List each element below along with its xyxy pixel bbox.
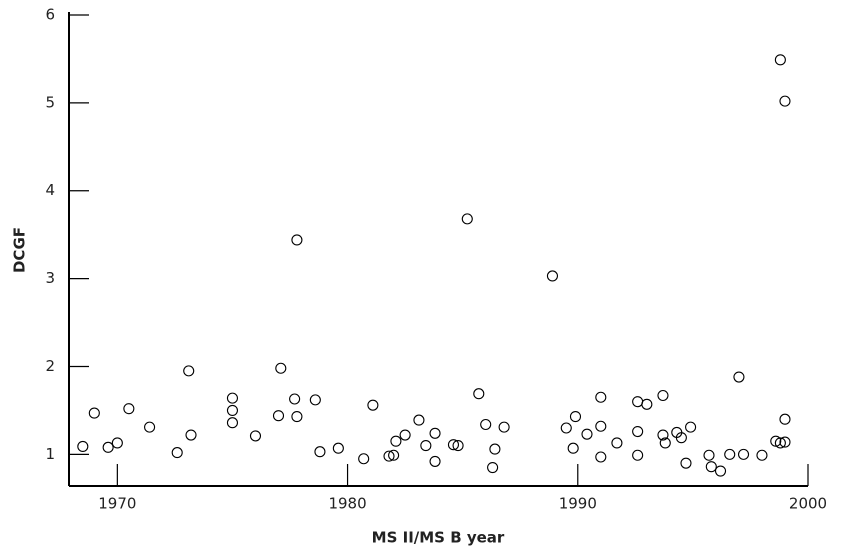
- point: [291, 411, 303, 423]
- point: [388, 449, 400, 461]
- y-tick-label: 5: [45, 93, 55, 111]
- point: [429, 427, 441, 439]
- point: [111, 437, 123, 449]
- point: [632, 425, 644, 438]
- y-tick-label: 3: [45, 269, 55, 287]
- point: [144, 421, 156, 433]
- point: [632, 449, 644, 461]
- point: [390, 435, 402, 447]
- point: [498, 421, 510, 433]
- point: [185, 429, 197, 441]
- y-axis-label: DCGF: [11, 227, 29, 273]
- x-axis-label: MS II/MS B year: [372, 529, 505, 547]
- y-tick-label: 1: [45, 445, 55, 463]
- point: [685, 421, 697, 433]
- point: [675, 432, 687, 444]
- point: [226, 392, 239, 404]
- point: [420, 440, 432, 452]
- point: [123, 403, 135, 415]
- point: [724, 448, 736, 460]
- point: [546, 270, 559, 282]
- point: [461, 213, 473, 225]
- point: [714, 465, 727, 477]
- point: [332, 442, 344, 454]
- point: [183, 365, 195, 377]
- point: [473, 388, 485, 400]
- point: [88, 407, 100, 419]
- point: [595, 451, 607, 463]
- point: [595, 391, 607, 403]
- point: [413, 414, 425, 426]
- point: [171, 447, 183, 459]
- point: [657, 429, 669, 441]
- point: [77, 440, 89, 453]
- point: [779, 436, 791, 448]
- point: [567, 442, 579, 454]
- y-tick-label: 4: [45, 181, 55, 199]
- point: [480, 418, 492, 431]
- y-tick-label: 6: [45, 6, 55, 24]
- point: [399, 429, 411, 441]
- point: [774, 437, 786, 449]
- point: [226, 417, 239, 429]
- point: [275, 362, 287, 374]
- point: [429, 455, 441, 467]
- point: [703, 449, 715, 461]
- point: [560, 422, 572, 434]
- point: [779, 95, 791, 107]
- point: [569, 411, 582, 423]
- x-tick-label: 2000: [789, 495, 827, 513]
- point: [314, 446, 326, 458]
- point: [657, 389, 669, 402]
- point: [770, 435, 782, 447]
- point: [102, 441, 114, 453]
- x-tick-label: 1990: [559, 495, 597, 513]
- point: [289, 393, 301, 405]
- point: [487, 461, 499, 474]
- point: [367, 399, 379, 411]
- point: [226, 404, 239, 416]
- point: [779, 413, 791, 425]
- y-tick-label: 2: [45, 357, 55, 375]
- point: [705, 461, 717, 473]
- point: [309, 394, 321, 406]
- point: [489, 443, 501, 455]
- point: [272, 410, 285, 422]
- x-tick-label: 1980: [328, 495, 366, 513]
- point: [595, 420, 607, 432]
- point: [733, 371, 745, 383]
- point: [632, 396, 644, 408]
- point: [659, 437, 671, 449]
- point: [680, 457, 692, 469]
- point: [383, 450, 395, 462]
- point: [611, 437, 623, 449]
- point: [756, 449, 768, 461]
- point: [581, 428, 593, 440]
- point: [641, 398, 653, 410]
- point: [249, 430, 262, 442]
- point: [291, 234, 303, 246]
- x-tick-label: 1970: [98, 495, 136, 513]
- point: [737, 448, 750, 460]
- point: [774, 54, 786, 66]
- point: [452, 440, 464, 452]
- point: [447, 439, 460, 451]
- point: [358, 453, 370, 465]
